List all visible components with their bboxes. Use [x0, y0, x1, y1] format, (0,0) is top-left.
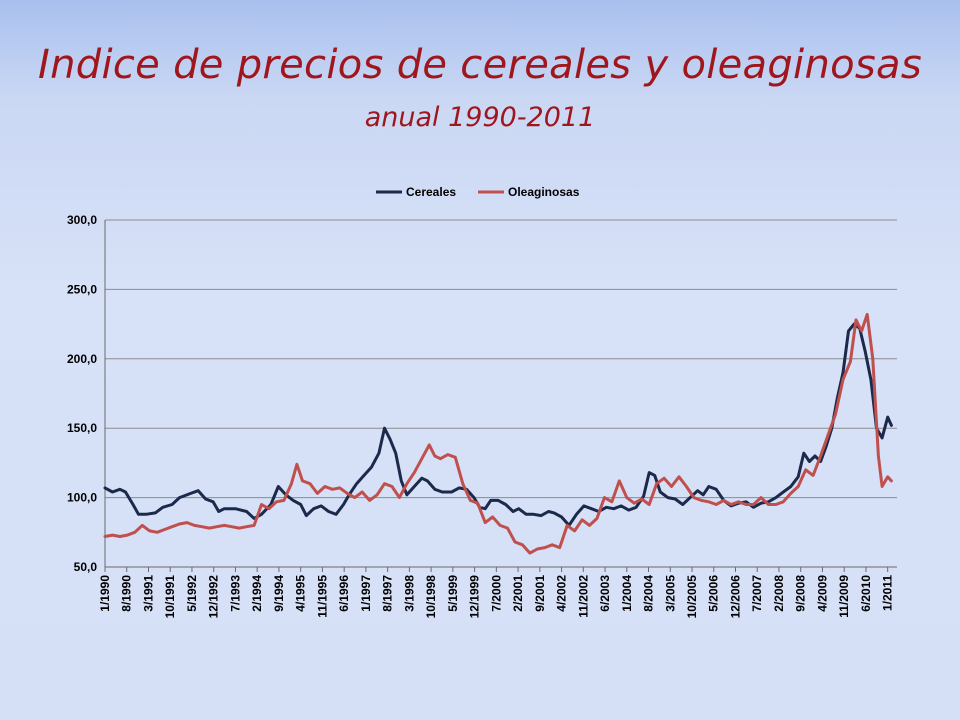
legend-label-oleaginosas: Oleaginosas: [508, 185, 580, 199]
x-tick-label: 12/1999: [468, 575, 482, 619]
chart-legend: Cereales Oleaginosas: [376, 185, 580, 199]
x-tick-label: 9/2001: [533, 575, 547, 612]
y-gridlines: [104, 219, 897, 568]
x-tick-label: 1/1990: [98, 575, 112, 612]
x-tick-label: 12/1992: [207, 575, 221, 619]
x-tick-label: 10/1998: [424, 575, 438, 619]
y-tick-label: 150,0: [67, 421, 97, 435]
legend-label-cereales: Cereales: [406, 185, 456, 199]
x-tick-label: 10/1991: [163, 575, 177, 619]
x-tick-label: 2/1994: [250, 575, 264, 612]
x-tick-label: 6/1996: [337, 575, 351, 612]
x-tick-label: 1/2004: [620, 575, 634, 612]
x-tick-label: 2/2001: [511, 575, 525, 612]
x-tick-label: 3/1998: [402, 575, 416, 612]
x-tick-label: 3/1991: [141, 575, 155, 612]
y-tick-label: 250,0: [67, 282, 97, 296]
x-tick-label: 1/2011: [881, 575, 895, 611]
series-line-cereales: [103, 322, 893, 527]
x-tick-label: 5/2006: [707, 575, 721, 612]
x-tick-label: 5/1999: [446, 575, 460, 612]
chart-series: [103, 312, 893, 555]
x-tick-label: 3/2005: [663, 575, 677, 612]
x-tick-label: 8/1997: [381, 575, 395, 612]
y-tick-label: 200,0: [67, 352, 97, 366]
series-line-oleaginosas: [103, 312, 893, 555]
x-tick-label: 4/2009: [815, 575, 829, 612]
x-tick-label: 1/1997: [359, 575, 373, 612]
x-tick-label: 8/1990: [120, 575, 134, 612]
x-tick-label: 11/1995: [315, 575, 329, 618]
x-axis-ticks: 1/1990 8/1990 3/1991 10/1991 5/1992 12/1992 7/…: [98, 567, 895, 618]
slide-title: Indice de precios de cereales y oleagino…: [38, 42, 922, 88]
x-tick-label: 7/1993: [228, 575, 242, 612]
x-tick-label: 4/1995: [294, 575, 308, 612]
x-tick-label: 5/1992: [185, 575, 199, 612]
x-tick-label: 12/2006: [729, 575, 743, 619]
x-tick-label: 7/2007: [750, 575, 764, 612]
x-tick-label: 8/2004: [642, 575, 656, 612]
x-tick-label: 7/2000: [489, 575, 503, 612]
x-tick-label: 9/2008: [794, 575, 808, 612]
x-tick-label: 6/2010: [859, 575, 873, 612]
x-tick-label: 9/1994: [272, 575, 286, 612]
x-tick-label: 10/2005: [685, 575, 699, 619]
y-tick-label: 100,0: [67, 491, 97, 505]
x-tick-label: 2/2008: [772, 575, 786, 612]
x-tick-label: 11/2009: [837, 575, 851, 618]
y-axis-ticks: 300,0 250,0 200,0 150,0 100,0 50,0: [67, 213, 97, 574]
y-tick-label: 300,0: [67, 213, 97, 227]
x-tick-label: 11/2002: [576, 575, 590, 618]
y-tick-label: 50,0: [74, 560, 98, 574]
slide-subtitle: anual 1990-2011: [364, 102, 596, 133]
x-tick-label: 6/2003: [598, 575, 612, 612]
x-tick-label: 4/2002: [555, 575, 569, 612]
